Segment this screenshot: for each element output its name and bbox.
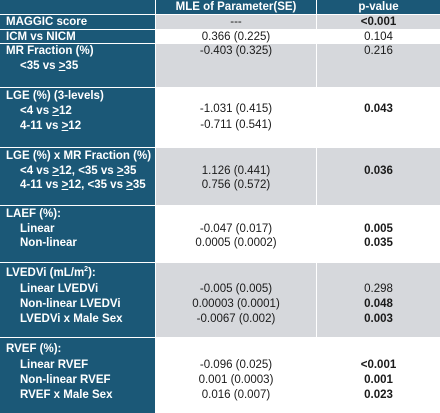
p-value: <0.001 — [360, 16, 397, 28]
mle-value: 0.001 (0.0003) — [198, 374, 274, 386]
mle-cell: -1.031 (0.415) -0.711 (0.541) — [156, 88, 316, 147]
pvalue-cell: <0.001 0.001 0.023 — [317, 338, 440, 413]
row-label: LGE (%) x MR Fraction (%) — [6, 150, 152, 162]
mle-value: -1.031 (0.415) — [199, 103, 273, 115]
row-sublabel: <4 vs >12, <35 vs >35 — [20, 165, 137, 177]
row-sublabel: Non-linear LVEDVi — [20, 298, 121, 310]
mle-value: 1.126 (0.441) — [201, 165, 271, 177]
mle-cell: -0.005 (0.005) 0.00003 (0.0001) -0.0067 … — [156, 263, 316, 337]
row-label: ICM vs NICM — [6, 31, 76, 43]
table-row: MR Fraction (%) <35 vs >35 -0.403 (0.325… — [0, 44, 440, 87]
p-value: 0.298 — [364, 283, 393, 295]
mle-cell: 1.126 (0.441) 0.756 (0.572) — [156, 148, 316, 205]
p-value: 0.003 — [364, 313, 393, 325]
mle-cell: -0.096 (0.025) 0.001 (0.0003) 0.016 (0.0… — [156, 338, 316, 413]
row-label-cell: LAEF (%): Linear Non-linear — [0, 206, 155, 262]
table-row: ICM vs NICM 0.366 (0.225) 0.104 — [0, 30, 440, 43]
table-header: MLE of Parameter(SE) p-value — [0, 0, 440, 14]
pvalue-cell: 0.036 — [317, 148, 440, 205]
row-sublabel: 4-11 vs >12, <35 vs >35 — [20, 179, 146, 191]
p-value: <0.001 — [360, 359, 397, 371]
mle-value: 0.0005 (0.0002) — [195, 237, 277, 249]
row-sublabel: Non-linear — [20, 237, 77, 249]
mle-value: 0.00003 (0.0001) — [192, 298, 280, 310]
row-label-cell: LGE (%) x MR Fraction (%) <4 vs >12, <35… — [0, 148, 155, 205]
row-label: LAEF (%): — [6, 208, 61, 220]
row-sublabel: RVEF x Male Sex — [20, 389, 113, 401]
p-value: 0.036 — [364, 165, 393, 177]
mle-cell: -0.403 (0.325) — [156, 44, 316, 87]
row-label-cell: MR Fraction (%) <35 vs >35 — [0, 44, 155, 87]
pvalue-cell: 0.298 0.048 0.003 — [317, 263, 440, 337]
row-sublabel: 4-11 vs >12 — [20, 120, 82, 132]
p-value: 0.104 — [364, 31, 393, 43]
pvalue-cell: 0.216 — [317, 44, 440, 87]
mle-value: 0.016 (0.007) — [201, 389, 271, 401]
row-label-cell: MAGGIC score — [0, 15, 155, 29]
p-value: 0.048 — [364, 298, 393, 310]
p-value: 0.023 — [364, 389, 393, 401]
row-sublabel: LVEDVi x Male Sex — [20, 313, 123, 325]
pvalue-cell: <0.001 — [317, 15, 440, 29]
p-value: 0.005 — [364, 223, 393, 235]
header-mle: MLE of Parameter(SE) — [175, 1, 297, 13]
mle-value: -0.096 (0.025) — [199, 359, 273, 371]
row-label-cell: LGE (%) (3-levels) <4 vs >12 4-11 vs >12 — [0, 88, 155, 147]
header-cell-label — [0, 0, 155, 14]
mle-value: -0.047 (0.017) — [199, 223, 273, 235]
mle-value: 0.756 (0.572) — [201, 179, 271, 191]
table-row: RVEF (%): Linear RVEF Non-linear RVEF RV… — [0, 338, 440, 413]
mle-value: 0.366 (0.225) — [201, 31, 271, 43]
row-label-cell: LVEDVi (mL/m2): Linear LVEDVi Non-linear… — [0, 263, 155, 337]
table-row: LGE (%) x MR Fraction (%) <4 vs >12, <35… — [0, 148, 440, 205]
mle-value: -0.005 (0.005) — [199, 283, 273, 295]
row-sublabel: Non-linear RVEF — [20, 374, 111, 386]
p-value: 0.035 — [364, 237, 393, 249]
table-row: LAEF (%): Linear Non-linear -0.047 (0.01… — [0, 206, 440, 262]
header-cell-pvalue: p-value — [317, 0, 440, 14]
mle-value: --- — [230, 16, 242, 28]
row-label: LVEDVi (mL/m2): — [6, 266, 96, 279]
p-value: 0.001 — [364, 374, 393, 386]
p-value: 0.043 — [364, 103, 393, 115]
row-label: RVEF (%): — [6, 343, 62, 355]
row-label-cell: RVEF (%): Linear RVEF Non-linear RVEF RV… — [0, 338, 155, 413]
header-pvalue: p-value — [358, 1, 399, 13]
row-sublabel: Linear RVEF — [20, 359, 89, 371]
p-value: 0.216 — [364, 45, 393, 57]
row-sublabel: <35 vs >35 — [20, 60, 79, 72]
row-label: LGE (%) (3-levels) — [6, 90, 104, 102]
table-row: MAGGIC score --- <0.001 — [0, 15, 440, 29]
row-label: MR Fraction (%) — [6, 45, 94, 57]
table-row: LGE (%) (3-levels) <4 vs >12 4-11 vs >12… — [0, 88, 440, 147]
mle-cell: 0.366 (0.225) — [156, 30, 316, 43]
mle-cell: -0.047 (0.017) 0.0005 (0.0002) — [156, 206, 316, 262]
mle-value: -0.0067 (0.002) — [196, 313, 276, 325]
header-cell-mle: MLE of Parameter(SE) — [156, 0, 316, 14]
mle-value: -0.403 (0.325) — [199, 45, 273, 57]
row-label-cell: ICM vs NICM — [0, 30, 155, 43]
table-row: LVEDVi (mL/m2): Linear LVEDVi Non-linear… — [0, 263, 440, 337]
pvalue-cell: 0.104 — [317, 30, 440, 43]
row-sublabel: <4 vs >12 — [20, 105, 72, 117]
mle-cell: --- — [156, 15, 316, 29]
row-sublabel: Linear LVEDVi — [20, 283, 99, 295]
pvalue-cell: 0.043 — [317, 88, 440, 147]
pvalue-cell: 0.005 0.035 — [317, 206, 440, 262]
row-label: MAGGIC score — [6, 16, 88, 28]
row-sublabel: Linear — [20, 223, 55, 235]
mle-value: -0.711 (0.541) — [200, 119, 272, 131]
